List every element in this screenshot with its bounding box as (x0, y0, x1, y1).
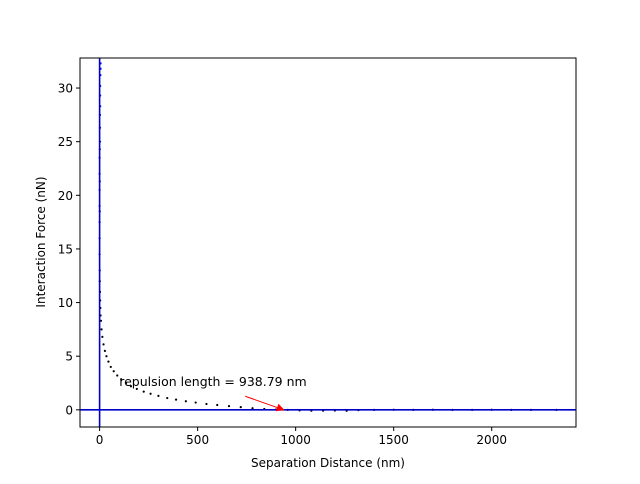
data-point (135, 387, 138, 391)
data-point (142, 390, 145, 393)
y-axis-ticks: 0 5 10 15 20 25 30 (58, 82, 80, 417)
data-point (109, 365, 112, 369)
data-point (107, 360, 110, 363)
data-point (166, 396, 169, 400)
data-point (184, 400, 187, 403)
data-point (116, 374, 119, 377)
x-tick-label: 1000 (280, 433, 311, 447)
annotation-text: repulsion length = 938.79 nm (119, 374, 306, 389)
data-point (105, 355, 108, 358)
annotation-arrow (245, 395, 285, 412)
y-axis-label: Interaction Force (nN) (34, 176, 48, 307)
x-tick-label: 0 (96, 433, 104, 447)
data-point (124, 381, 128, 385)
data-point (216, 403, 219, 407)
x-tick-label: 1500 (378, 433, 409, 447)
axes-frame (79, 57, 577, 428)
data-point (251, 407, 254, 410)
x-axis-label: Separation Distance (nm) (251, 456, 405, 470)
data-point (205, 402, 208, 406)
y-tick-label: 20 (58, 189, 73, 203)
x-axis-ticks: 0 500 1000 1500 2000 (96, 427, 507, 447)
data-point (103, 349, 106, 352)
data-points (98, 62, 558, 412)
plot-area (80, 58, 576, 427)
data-point (239, 406, 242, 409)
data-point (227, 404, 231, 408)
y-tick-label: 5 (65, 350, 73, 364)
x-tick-label: 2000 (476, 433, 507, 447)
y-tick-label: 10 (58, 296, 73, 310)
data-point (157, 394, 160, 397)
data-point (102, 343, 105, 346)
x-tick-label: 500 (186, 433, 209, 447)
y-tick-label: 15 (58, 242, 73, 256)
data-point (120, 378, 123, 381)
y-tick-label: 0 (65, 403, 73, 417)
data-point (174, 398, 178, 401)
data-point (100, 328, 103, 331)
data-point (129, 385, 133, 388)
data-point (101, 335, 104, 338)
data-point (194, 401, 197, 404)
data-point (99, 319, 103, 322)
y-tick-label: 25 (58, 135, 73, 149)
y-tick-label: 30 (58, 82, 73, 96)
data-point (112, 370, 115, 373)
data-point (149, 392, 152, 395)
